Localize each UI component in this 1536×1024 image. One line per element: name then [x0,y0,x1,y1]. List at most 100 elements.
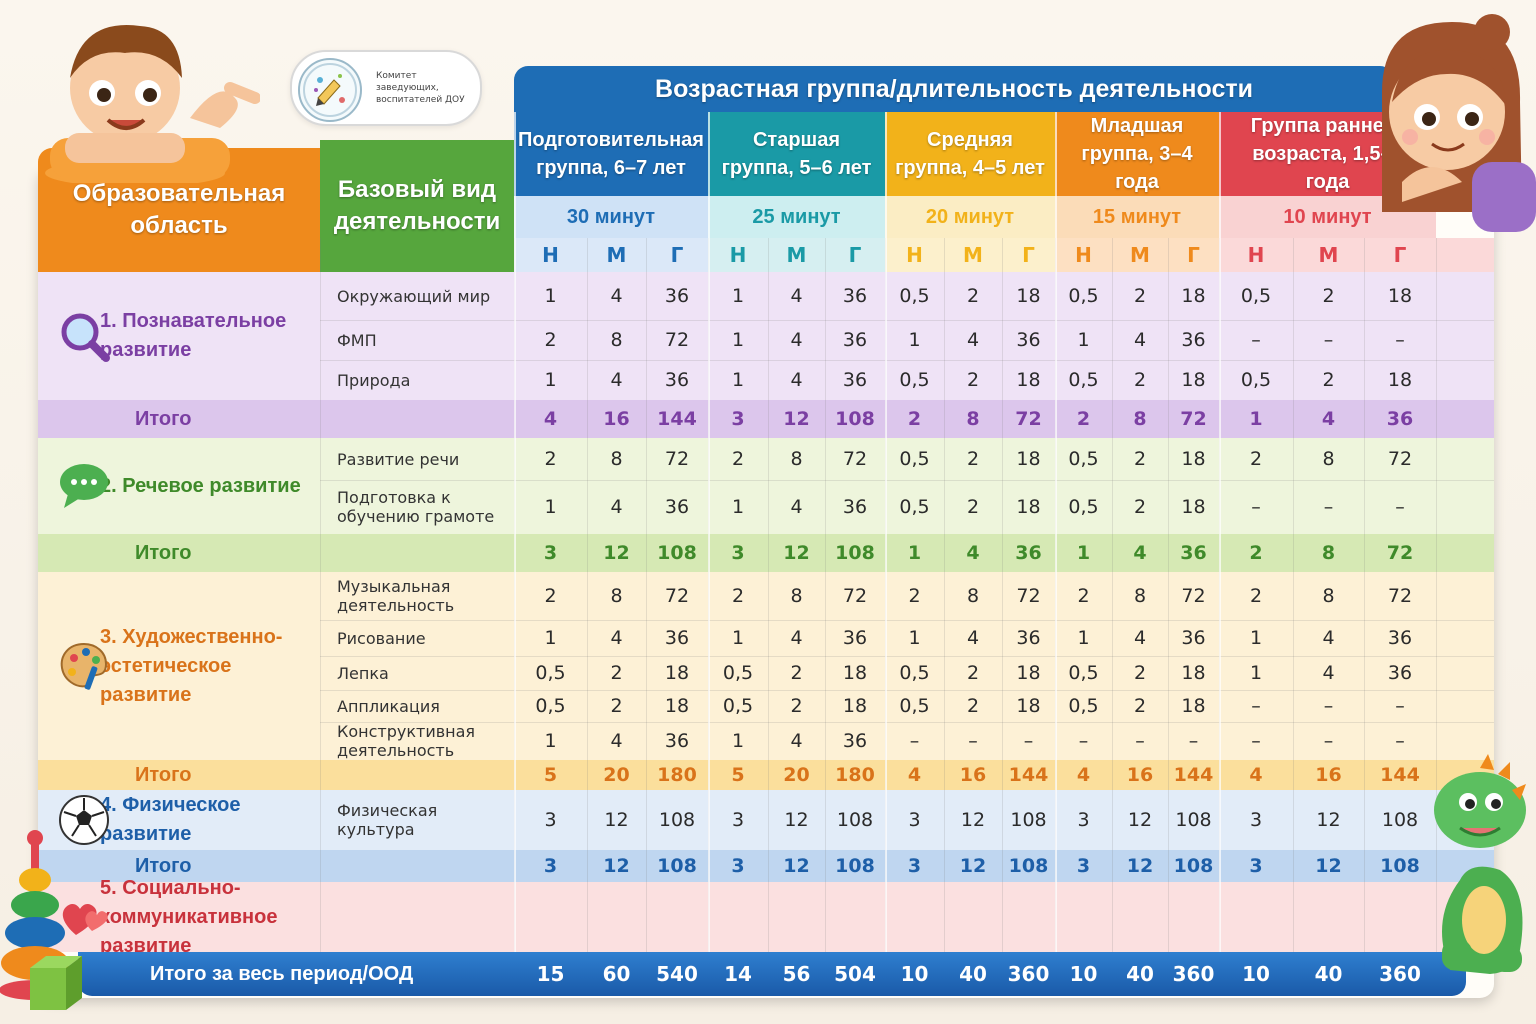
row-divider [320,620,1494,621]
table-cell: 2 [966,695,980,717]
column-divider [1293,238,1294,952]
soccer-ball-icon [58,794,110,846]
section-title: 2. Речевое развитие [100,474,301,497]
table-cell: – [1078,730,1089,752]
table-cell: 1 [544,627,557,649]
column-divider [320,238,321,952]
table-cell: 2 [1249,448,1263,470]
table-cell: – [909,730,920,752]
table-cell: 2 [908,585,921,607]
column-divider [825,238,826,952]
table-cell: 108 [836,809,874,831]
table-cell: 8 [610,329,623,351]
table-cell: 2 [731,585,745,607]
total-row-background [38,850,1494,882]
total-cell: 4 [1321,408,1336,430]
group-duration: 20 минут [885,196,1055,238]
activity-label: Аппликация [337,696,440,716]
table-cell: 3 [731,809,745,831]
grand-total-cell: 56 [782,962,811,986]
table-cell: – [968,730,978,752]
column-divider [1364,238,1365,952]
table-cell: 2 [1133,285,1147,307]
table-cell: 2 [1322,369,1335,391]
total-cell: 4 [966,542,980,564]
nmg-label: М [587,238,646,272]
table-cell: 0,5 [1240,285,1272,307]
group-divider [708,112,710,952]
table-cell: 2 [1133,496,1147,518]
total-cell: 16 [959,764,987,786]
table-cell: 8 [966,585,980,607]
table-cell: 2 [1133,369,1147,391]
group-header: Младшая группа, 3–4 года [1055,112,1219,196]
table-cell: – [1395,496,1405,518]
table-cell: 8 [1133,585,1147,607]
table-cell: 12 [604,809,629,831]
table-cell: 4 [1133,627,1147,649]
group-divider [1219,112,1221,952]
table-cell: 8 [610,585,623,607]
activity-label: Окружающий мир [337,286,491,306]
table-cell: 72 [1016,585,1041,607]
total-cell: 12 [959,855,987,877]
table-cell: 36 [664,496,690,518]
total-row-background [38,760,1494,790]
table-cell: – [1395,695,1405,717]
grand-total-cell: 14 [724,962,752,986]
total-cell: 20 [783,764,810,786]
table-cell: 18 [664,695,690,717]
table-cell: 108 [1175,809,1212,831]
row-divider [320,656,1494,657]
table-cell: 3 [1249,809,1263,831]
group-header: Подготовительная группа, 6–7 лет [514,112,708,196]
table-cell: 72 [1181,585,1206,607]
total-cell: 4 [1249,764,1263,786]
table-cell: – [1323,496,1334,518]
table-cell: 72 [664,585,690,607]
table-cell: 36 [1016,627,1041,649]
table-cell: 0,5 [1068,496,1099,518]
grand-total-cell: 10 [1069,962,1098,986]
table-cell: 72 [1387,448,1413,470]
activity-label: Конструктивная деятельность [337,722,476,760]
table-cell: 36 [842,496,868,518]
section-background [38,438,1494,534]
table-cell: 8 [1322,585,1335,607]
nmg-label: М [1112,238,1168,272]
grand-total-cell: 540 [656,962,698,986]
total-cell: 16 [1315,764,1342,786]
total-cell: 12 [603,855,630,877]
children-drawing-icon [298,58,362,122]
table-cell: 18 [1387,285,1413,307]
table-cell: 36 [664,369,690,391]
total-cell: 180 [657,764,697,786]
total-cell: 1 [1076,542,1091,564]
table-cell: 18 [1387,369,1413,391]
total-cell: 36 [1015,542,1042,564]
total-cell: 3 [907,855,922,877]
table-cell: 1 [731,369,745,391]
table-cell: 0,5 [899,695,930,717]
table-cell: 0,5 [722,662,754,684]
table-cell: – [1323,695,1334,717]
activity-label: Лепка [337,663,389,683]
section-title: 5. Социально-коммуникативное развитие [100,876,278,957]
table-cell: 0,5 [535,662,566,684]
table-cell: 18 [1181,496,1206,518]
table-cell: 18 [1016,448,1041,470]
total-cell: 2 [1076,408,1091,430]
group-header: Старшая группа, 5–6 лет [708,112,885,196]
table-cell: 36 [664,730,690,752]
table-cell: 2 [966,285,980,307]
group-duration: 15 минут [1055,196,1219,238]
total-label: Итого [135,763,192,786]
total-cell: 12 [783,855,810,877]
total-cell: 8 [966,408,980,430]
table-cell: 1 [908,627,921,649]
table-cell: 0,5 [899,496,930,518]
table-cell: 4 [610,627,623,649]
total-cell: 3 [731,855,745,877]
table-cell: 4 [1322,662,1335,684]
table-cell: 2 [966,496,980,518]
